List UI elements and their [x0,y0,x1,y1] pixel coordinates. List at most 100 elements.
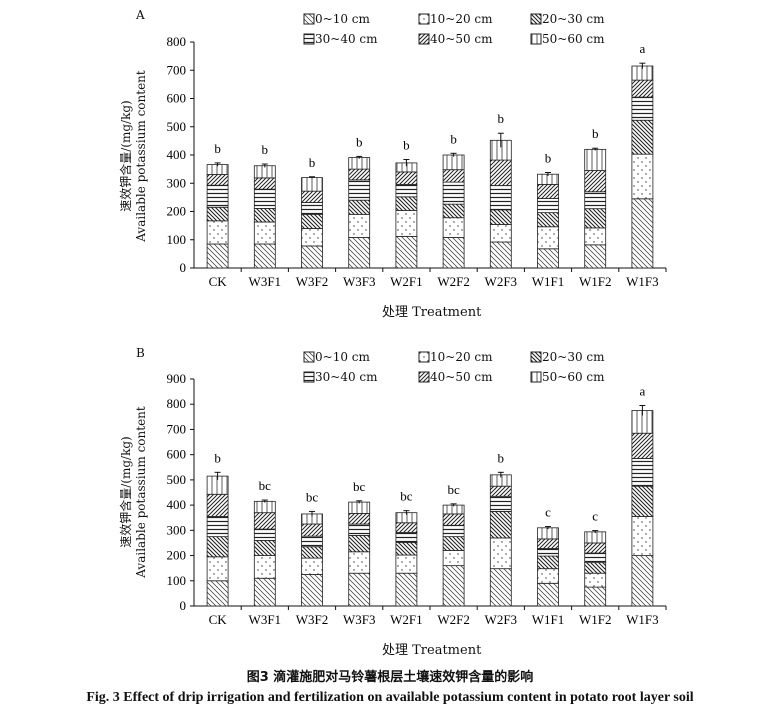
significance-letter: b [498,450,505,465]
bar-segment [442,504,465,515]
bar-segment [301,228,323,247]
y-tick-label: 800 [167,396,187,411]
bar-segment [253,177,276,190]
y-tick-label: 500 [167,472,187,487]
significance-letter: bc [400,489,413,504]
legend-swatch [418,13,430,25]
bar-segment [395,554,418,574]
bar-segment [442,154,465,171]
significance-letter: a [640,41,646,56]
chart-b: 0100200300400500600700800900CKbW3F1bcW3F… [167,371,667,627]
legend-label: 0~10 cm [315,350,370,364]
bar-segment [206,493,229,517]
bar-segment [301,190,323,203]
x-tick-label: W1F1 [532,274,565,289]
significance-letter: bc [353,479,366,494]
bar-segment [537,568,559,584]
bar-segment [584,191,607,210]
bar-segment [631,153,654,200]
legend-label: 10~20 cm [430,350,493,364]
bar-segment [631,516,654,556]
bar-segment [537,226,559,250]
x-tick-label: CK [209,274,228,289]
legend-label: 20~30 cm [542,350,605,364]
bar-segment [206,206,229,222]
bar-segment [206,556,229,582]
bar-segment [395,542,418,556]
bar-segment [489,159,512,186]
y-tick-label: 500 [167,119,187,134]
legend-item: 50~60 cm [530,32,605,46]
legend-label: 0~10 cm [315,12,370,26]
significance-letter: b [309,155,316,170]
x-tick-label: W1F3 [626,612,659,627]
bar-segment [253,512,276,530]
legend-label: 30~40 cm [315,370,378,384]
bar-segment [442,181,465,205]
bar-segment [489,568,512,607]
bar-segment [348,237,371,269]
bar-segment [348,157,371,170]
y-tick-label: 200 [167,204,187,219]
bar-segment [206,243,229,269]
x-tick-label: W2F2 [437,274,470,289]
bar-segment [348,572,371,607]
bar-segment [301,523,323,537]
x-tick-label: W1F2 [579,612,612,627]
x-tick-label: W3F3 [343,274,376,289]
x-tick-label: CK [209,612,228,627]
bar-segment [301,202,323,215]
bar-segment [537,248,559,269]
legend-item: 30~40 cm [303,370,378,384]
legend-label: 20~30 cm [542,12,605,26]
bar-segment [631,119,654,155]
bar-segment [631,458,654,487]
bar-segment [584,552,607,564]
bar-segment [584,208,607,229]
bar-segment [206,536,229,558]
bar-segment [442,536,465,551]
bar-segment [348,501,371,514]
significance-letter: b [356,134,363,149]
bar-segment [395,183,418,198]
x-tick-label: W2F2 [437,612,470,627]
y-tick-label: 200 [167,548,187,563]
bar-segment [348,179,371,201]
y-tick-label: 900 [167,371,187,386]
x-tick-label: W3F1 [249,612,282,627]
bar-segment [253,540,276,556]
legend-item: 20~30 cm [530,12,605,26]
bar-segment [537,198,559,214]
bar-segment [301,574,323,607]
bar-segment [301,213,323,229]
bar-segment [348,213,371,238]
bar-segment [253,207,276,223]
bar-segment [442,203,465,219]
bar-segment [631,555,654,607]
bar-segment [537,538,559,549]
bar-segment [442,565,465,607]
bar-segment [348,168,371,181]
bar-segment [631,79,654,98]
legend-swatch [303,351,315,363]
x-tick-label: W3F2 [296,612,329,627]
chart-a: 0 100 200 300 400 500 600 700 800 CK b W3F1 b W3F2 b W3… [167,34,667,289]
bar-segment [442,513,465,526]
y-tick-label: 600 [167,91,187,106]
legend-swatch [303,13,315,25]
legend-label: 40~50 cm [430,370,493,384]
x-tick-label: W1F1 [532,612,565,627]
y-tick-label: 300 [167,522,187,537]
bar-segment [348,551,371,574]
legend-swatch [418,33,430,45]
x-tick-label: W2F1 [390,274,423,289]
bar-segment [395,196,418,211]
legend-label: 10~20 cm [430,12,493,26]
bar-segment [584,148,607,171]
bar-segment [489,537,512,570]
bar-segment [253,165,276,179]
bar-segment [489,224,512,243]
bar-segment [584,586,607,607]
panel-b-label: B [136,346,145,360]
